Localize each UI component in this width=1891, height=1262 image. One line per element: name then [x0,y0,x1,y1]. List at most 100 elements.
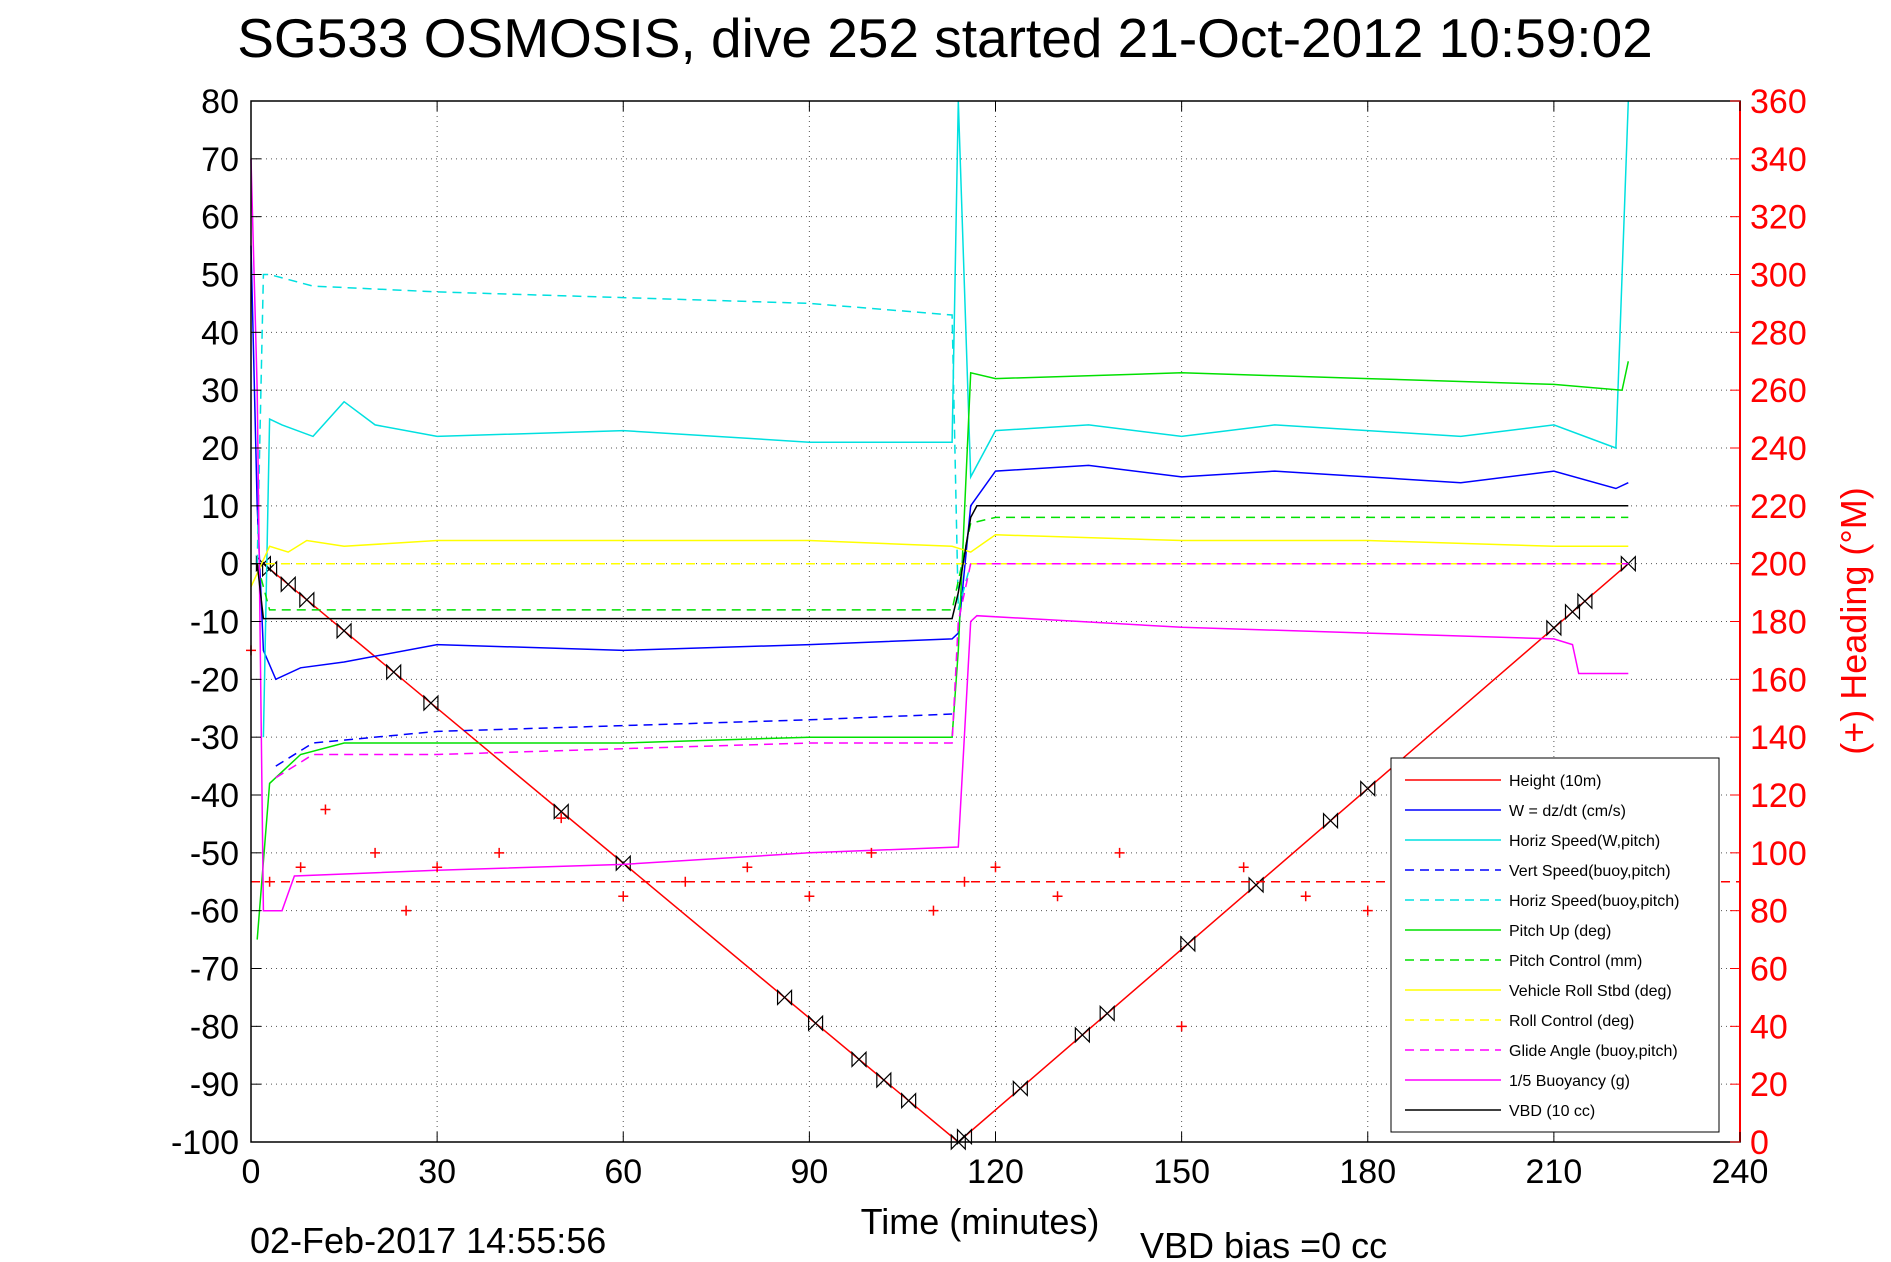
series-height-marker [553,803,569,820]
series-vehicle-roll-stbd-deg [250,534,1629,588]
series-height-marker [255,555,272,573]
series-height-marker [1099,1005,1115,1022]
y-tick-label: 40 [201,314,239,352]
series-heading-point [1238,862,1249,873]
series-pitch-control-mm [256,516,1629,611]
legend-entry: Horiz Speed(buoy,pitch) [1509,893,1679,910]
series-heading-point [742,862,753,873]
y-tick-label: 60 [201,199,239,237]
y-right-tick-label: 180 [1750,604,1807,642]
y-right-tick-label: 20 [1750,1066,1788,1104]
series-height-marker [1248,876,1264,894]
x-tick-label: 60 [604,1153,642,1191]
series-heading-point [556,813,567,824]
series-height-marker [336,622,352,640]
series-heading-point [680,876,691,887]
series-height-marker [299,591,315,609]
series-height-marker [956,1128,973,1146]
series-heading-point [432,862,443,873]
y-tick-label: -70 [190,951,239,989]
y-tick-label: -30 [190,719,239,757]
series-heading-point [1300,891,1311,902]
series-w-dz-dt-cm-s [250,245,1629,681]
x-tick-label: 30 [418,1153,456,1191]
y-tick-label: -20 [190,661,239,699]
series-height-marker [1577,592,1593,610]
y-right-tick-label: 160 [1750,661,1807,699]
legend-entry: Pitch Control (mm) [1509,953,1642,970]
series-height-marker [615,854,631,872]
y-right-tick-label: 80 [1750,893,1788,931]
series-height-marker [851,1050,867,1068]
legend-entry: Vehicle Roll Stbd (deg) [1509,983,1672,1000]
chart-title: SG533 OSMOSIS, dive 252 started 21-Oct-2… [237,7,1653,69]
y-right-tick-label: 140 [1750,719,1807,757]
legend-entry: W = dz/dt (cm/s) [1509,803,1626,820]
series-heading-point [401,905,412,916]
y-tick-label: -50 [190,835,239,873]
legend-entry: Glide Angle (buoy,pitch) [1509,1043,1678,1060]
series-height-marker [1180,935,1196,953]
series-height-marker [262,560,278,578]
series-height-marker [876,1071,892,1089]
y-tick-label: -80 [190,1008,239,1046]
series-heading-point [1176,1021,1187,1032]
legend-entry: Pitch Up (deg) [1509,923,1611,940]
series-heading-point [804,891,815,902]
legend: Height (10m) W = dz/dt (cm/s) Horiz Speed(… [1390,757,1720,1133]
series-heading-point [1114,847,1125,858]
y-tick-label: 10 [201,488,239,526]
series-height-marker [950,1133,966,1151]
series-heading-point [928,905,939,916]
series-heading-point [990,862,1001,873]
x-tick-label: 210 [1526,1153,1583,1191]
right-axis-label: (+) Heading (°M) [1833,487,1874,754]
y-tick-label: 20 [201,430,239,468]
series-height-marker [386,663,402,681]
series-height-marker [1322,812,1339,830]
y-tick-label: -60 [190,893,239,931]
series-pitch-up-deg [256,361,1630,940]
series-height-marker [280,575,296,593]
y-right-tick-label: 220 [1750,488,1807,526]
y-tick-label: -90 [190,1066,239,1104]
y-right-tick-label: 60 [1750,951,1788,989]
series-height-marker [901,1092,917,1110]
y-tick-label: 30 [201,372,239,410]
y-right-tick-label: 260 [1750,372,1807,410]
y-right-tick-label: 240 [1750,430,1807,468]
series-heading-point [1362,905,1373,916]
series-height-marker [1012,1080,1028,1097]
y-right-tick-label: 40 [1750,1008,1788,1046]
legend-entry: Horiz Speed(W,pitch) [1509,833,1660,850]
y-right-tick-label: 360 [1750,83,1807,121]
y-tick-label: -100 [171,1124,239,1162]
y-right-tick-label: 120 [1750,777,1807,815]
y-tick-label: 50 [201,257,239,295]
series-heading-point [370,847,381,858]
series-heading-point [494,847,505,858]
y-right-tick-label: 200 [1750,546,1807,584]
x-tick-label: 180 [1339,1153,1396,1191]
x-axis-label: Time (minutes) [861,1201,1100,1242]
series-height-marker [1074,1026,1090,1044]
series-height-marker [423,694,439,712]
y-right-tick-label: 340 [1750,141,1807,179]
y-tick-label: -10 [190,604,239,642]
series-heading-point [1052,891,1063,902]
y-right-tick-label: 0 [1750,1124,1769,1162]
x-tick-label: 240 [1712,1153,1769,1191]
y-tick-label: 80 [201,83,239,121]
x-tick-label: 150 [1153,1153,1210,1191]
series-height-marker [1546,619,1562,637]
series-height-marker [807,1014,824,1032]
y-tick-label: 0 [220,546,239,584]
series-height-marker [1620,555,1636,573]
series-heading-point [959,876,970,887]
legend-entry: Roll Control (deg) [1509,1013,1634,1030]
series-glide-angle-buoy-pitch [275,562,1629,779]
series-height-marker [1360,780,1376,798]
series-heading-point [866,847,877,858]
vbd-bias: VBD bias =0 cc [1140,1225,1387,1262]
